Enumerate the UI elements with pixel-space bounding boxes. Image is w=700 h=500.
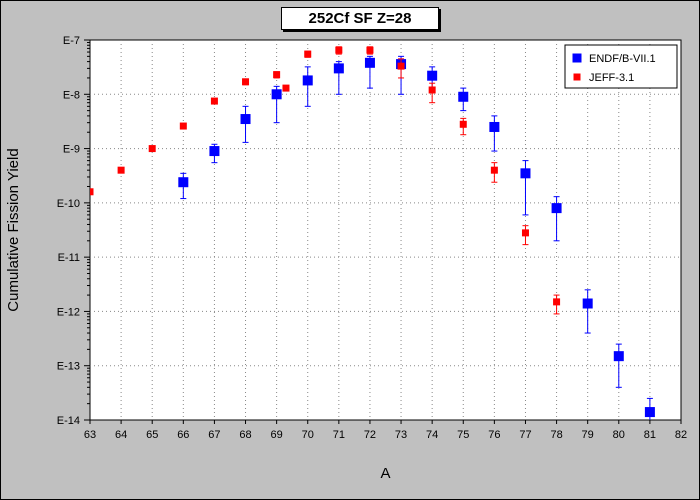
y-tick-label: E-12 xyxy=(57,306,80,318)
data-point xyxy=(148,145,156,153)
data-point xyxy=(333,63,344,74)
data-point xyxy=(427,70,438,81)
y-tick-label: E-11 xyxy=(58,252,80,264)
data-marks xyxy=(90,46,655,420)
chart-title: 252Cf SF Z=28 xyxy=(281,7,439,30)
data-point xyxy=(364,57,375,68)
plot-area xyxy=(89,39,682,421)
x-tick-label: 77 xyxy=(519,429,531,441)
y-tick-label: E-7 xyxy=(63,35,80,47)
grid xyxy=(90,40,681,420)
x-tick-label: 82 xyxy=(675,429,687,441)
x-tick-label: 64 xyxy=(115,429,127,441)
data-point xyxy=(240,114,251,125)
data-point xyxy=(242,78,250,86)
x-tick-label: 80 xyxy=(613,429,625,441)
y-axis: E-7 E-8 E-9 E-10 E-11 E-12 E-13 E-14 xyxy=(57,35,90,427)
x-tick-label: 81 xyxy=(644,429,656,441)
data-point xyxy=(613,351,624,362)
data-point xyxy=(117,166,125,174)
x-tick-label: 71 xyxy=(333,429,345,441)
x-tick-label: 76 xyxy=(488,429,500,441)
data-point xyxy=(304,50,312,58)
data-point xyxy=(178,177,189,188)
legend: ENDF/B-VII.1 JEFF-3.1 xyxy=(564,44,678,89)
data-point xyxy=(209,146,220,157)
series-1 xyxy=(90,46,561,315)
x-tick-label: 75 xyxy=(457,429,469,441)
data-point xyxy=(397,62,405,70)
y-tick-label: E-13 xyxy=(57,361,80,373)
legend-swatch xyxy=(572,53,582,63)
x-tick-label: 72 xyxy=(364,429,376,441)
data-point xyxy=(459,120,467,128)
data-point xyxy=(366,46,374,54)
data-point xyxy=(302,75,313,86)
x-tick-label: 63 xyxy=(84,429,96,441)
x-tick-label: 78 xyxy=(550,429,562,441)
data-point xyxy=(521,229,529,237)
legend-box xyxy=(564,44,678,89)
data-point xyxy=(273,71,281,79)
series-0 xyxy=(178,55,655,420)
data-point xyxy=(490,166,498,174)
legend-swatch xyxy=(573,73,581,81)
y-tick-label: E-9 xyxy=(63,144,80,156)
x-tick-label: 73 xyxy=(395,429,407,441)
x-axis-label: A xyxy=(380,465,390,482)
data-point xyxy=(179,122,187,130)
data-point xyxy=(458,91,469,102)
data-point xyxy=(282,84,290,92)
data-point xyxy=(553,298,561,306)
x-tick-label: 74 xyxy=(426,429,438,441)
data-point xyxy=(335,46,343,54)
data-point xyxy=(90,188,94,196)
x-tick-label: 67 xyxy=(208,429,220,441)
legend-label: JEFF-3.1 xyxy=(589,72,634,84)
x-axis: 63 64 65 66 67 68 69 70 71 72 73 74 75 76 77 78 79 80 81 82 xyxy=(84,420,687,441)
legend-label: ENDF/B-VII.1 xyxy=(589,53,656,65)
x-tick-label: 70 xyxy=(302,429,314,441)
data-point xyxy=(551,203,562,214)
data-point xyxy=(644,407,655,418)
y-axis-label: Cumulative Fission Yield xyxy=(5,148,22,311)
x-tick-label: 66 xyxy=(177,429,189,441)
data-point xyxy=(489,121,500,132)
y-tick-label: E-14 xyxy=(57,415,80,427)
data-point xyxy=(271,89,282,100)
x-tick-label: 69 xyxy=(271,429,283,441)
y-tick-label: E-8 xyxy=(63,89,80,101)
data-point xyxy=(210,97,218,105)
x-tick-label: 79 xyxy=(582,429,594,441)
data-point xyxy=(428,86,436,94)
data-point xyxy=(520,168,531,179)
x-tick-label: 68 xyxy=(239,429,251,441)
y-tick-label: E-10 xyxy=(57,198,80,210)
x-tick-label: 65 xyxy=(146,429,158,441)
data-point xyxy=(582,298,593,309)
